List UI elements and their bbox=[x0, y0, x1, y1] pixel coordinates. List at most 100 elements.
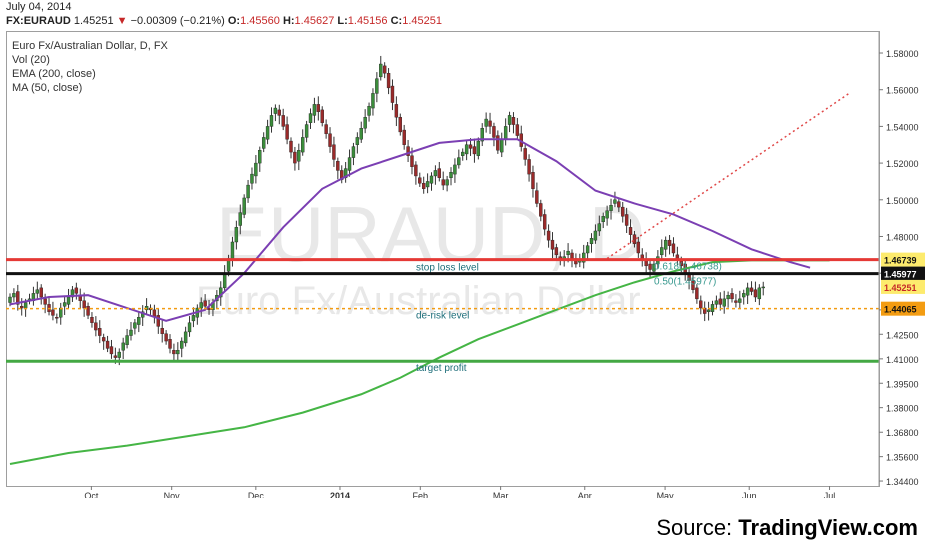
candle-body bbox=[726, 294, 730, 300]
legend-volume: Vol (20) bbox=[12, 54, 50, 66]
candle-body bbox=[500, 139, 504, 153]
candle-body bbox=[539, 203, 543, 217]
candle-body bbox=[308, 113, 313, 123]
candle-body bbox=[332, 144, 336, 160]
candle-body bbox=[617, 201, 621, 208]
candle-body bbox=[347, 157, 352, 171]
open-label: O: bbox=[227, 15, 241, 27]
legend-ema: EMA (200, close) bbox=[12, 68, 96, 80]
candle-body bbox=[336, 161, 340, 171]
candle-body bbox=[511, 117, 516, 125]
candle-body bbox=[238, 212, 242, 226]
candle-body bbox=[254, 162, 258, 177]
candle-body bbox=[62, 302, 67, 307]
candle-body bbox=[730, 293, 734, 300]
candle-body bbox=[418, 177, 422, 184]
level-label: de-risk level bbox=[416, 311, 469, 322]
legend-title: Euro Fx/Australian Dollar, D, FX bbox=[12, 40, 169, 52]
price-tick-label: 1.36800 bbox=[886, 428, 919, 438]
candle-body bbox=[261, 137, 266, 149]
candle-body bbox=[554, 247, 559, 256]
source-credit: Source: TradingView.com bbox=[656, 515, 918, 541]
candle-body bbox=[230, 241, 235, 261]
candle-body bbox=[160, 328, 164, 334]
candle-body bbox=[51, 309, 55, 316]
entry-price-badge bbox=[881, 266, 925, 281]
candle-body bbox=[507, 115, 512, 125]
price-tick-label: 1.41000 bbox=[886, 355, 919, 365]
candle-body bbox=[109, 346, 114, 355]
candle-body bbox=[164, 333, 168, 342]
candle-body bbox=[582, 252, 586, 263]
candle-body bbox=[328, 133, 332, 147]
candle-body bbox=[695, 287, 699, 300]
candle-body bbox=[234, 227, 239, 243]
last-price-badge bbox=[881, 279, 925, 294]
candle-body bbox=[546, 230, 551, 241]
candle-body bbox=[180, 340, 184, 349]
time-tick-label: 2014 bbox=[330, 491, 350, 498]
candle-body bbox=[273, 107, 278, 114]
ma-line bbox=[9, 138, 811, 322]
candle-body bbox=[94, 322, 98, 331]
trend-line bbox=[606, 92, 850, 260]
candle-body bbox=[55, 317, 59, 319]
candle-body bbox=[570, 252, 574, 259]
candle-body bbox=[379, 63, 383, 78]
candle-body bbox=[441, 179, 445, 186]
candle-body bbox=[386, 72, 391, 89]
candle-body bbox=[39, 287, 43, 298]
candle-body bbox=[66, 296, 71, 305]
time-tick-label: Nov bbox=[164, 491, 181, 498]
candle-body bbox=[16, 291, 20, 305]
candle-body bbox=[20, 306, 24, 309]
candle-body bbox=[457, 157, 461, 166]
candle-body bbox=[535, 190, 539, 204]
candle-body bbox=[133, 322, 137, 329]
candle-body bbox=[449, 172, 453, 178]
price-tick-label: 1.39500 bbox=[886, 379, 919, 389]
level-label: stop loss level bbox=[416, 263, 479, 274]
candle-body bbox=[363, 117, 367, 129]
price-chart[interactable]: EURAUD, D Euro Fx/Australian Dollar Euro… bbox=[6, 31, 927, 501]
candle-body bbox=[199, 302, 203, 309]
low-value: 1.45156 bbox=[347, 15, 388, 27]
candle-body bbox=[742, 293, 746, 298]
change-down-arrow-icon: ▼ bbox=[116, 15, 128, 27]
candle-body bbox=[70, 289, 75, 298]
candle-body bbox=[589, 238, 594, 245]
price-tick-label: 1.56000 bbox=[886, 86, 919, 96]
candle-body bbox=[531, 172, 535, 189]
close-value: 1.45251 bbox=[402, 15, 442, 27]
candle-body bbox=[250, 173, 254, 184]
candle-body bbox=[156, 315, 161, 327]
candle-body bbox=[168, 339, 172, 349]
price-tick-label: 1.54000 bbox=[886, 122, 919, 132]
candles bbox=[8, 55, 765, 366]
candle-body bbox=[320, 109, 324, 123]
candle-body bbox=[663, 239, 668, 250]
price-tick-label: 1.50000 bbox=[886, 196, 919, 206]
time-tick-label: Apr bbox=[578, 491, 592, 498]
candle-body bbox=[304, 124, 309, 138]
candle-body bbox=[258, 150, 262, 164]
candle-body bbox=[461, 151, 465, 156]
time-tick-label: Feb bbox=[413, 491, 429, 498]
candle-body bbox=[23, 302, 28, 309]
price-tick-label: 1.42500 bbox=[886, 330, 919, 340]
time-tick-label: Oct bbox=[84, 491, 99, 498]
fib-label: 0.618(1.46738) bbox=[654, 262, 722, 273]
candle-body bbox=[414, 164, 418, 177]
candle-body bbox=[542, 214, 547, 230]
candle-body bbox=[699, 300, 703, 309]
candle-body bbox=[566, 250, 570, 256]
candle-body bbox=[648, 263, 652, 270]
entry-price-badge-text: 1.45977 bbox=[884, 270, 917, 280]
price-tick-label: 1.48000 bbox=[886, 232, 919, 242]
candle-body bbox=[601, 216, 605, 223]
chart-date: July 04, 2014 bbox=[6, 1, 72, 13]
candle-body bbox=[187, 322, 192, 333]
candle-body bbox=[367, 106, 371, 116]
chart-area[interactable]: EURAUD, D Euro Fx/Australian Dollar Euro… bbox=[6, 31, 927, 501]
candle-body bbox=[183, 331, 188, 344]
